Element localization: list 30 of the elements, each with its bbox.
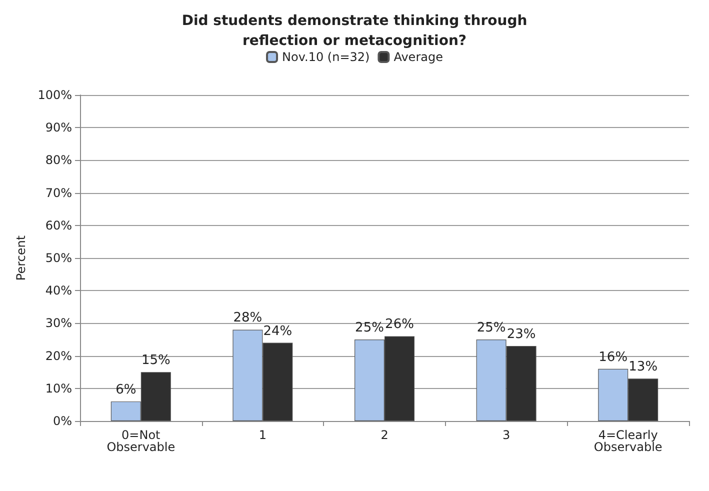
data-label: 25% [355, 320, 384, 336]
y-tick-label: 30% [45, 316, 72, 330]
data-label: 13% [628, 360, 658, 375]
data-label: 23% [506, 327, 536, 342]
x-tick-label: 1 [258, 428, 267, 442]
chart-title: Did students demonstrate thinking through reflection or metacognition? [182, 13, 528, 49]
y-tick-label: 80% [45, 153, 72, 168]
data-label: 16% [598, 350, 628, 365]
legend-label: Average [394, 50, 443, 64]
data-label: 25% [476, 320, 506, 336]
data-label: 15% [141, 353, 170, 368]
x-tick-label: 0=Not Observable [106, 428, 176, 454]
x-tick-label: 2 [380, 428, 388, 442]
y-tick-label: 0% [52, 414, 72, 428]
y-tick-label: 10% [45, 381, 72, 396]
legend-label: Nov.10 (n=32) [282, 50, 370, 64]
y-tick-label: 70% [45, 186, 72, 200]
data-label: 6% [116, 382, 136, 398]
y-tick-label: 90% [45, 120, 72, 135]
x-tick-label: 3 [502, 428, 510, 442]
x-tick-label: 4=Clearly Observable [594, 428, 662, 454]
y-tick-label: 20% [45, 348, 72, 363]
y-tick-label: 50% [45, 251, 72, 265]
data-label: 28% [233, 310, 262, 326]
y-tick-label: 100% [38, 88, 72, 102]
y-tick-label: 60% [45, 218, 72, 232]
y-axis-title: Percent [14, 235, 28, 281]
data-label: 24% [263, 324, 292, 339]
y-tick-label: 40% [45, 284, 72, 298]
data-label: 26% [385, 317, 414, 332]
